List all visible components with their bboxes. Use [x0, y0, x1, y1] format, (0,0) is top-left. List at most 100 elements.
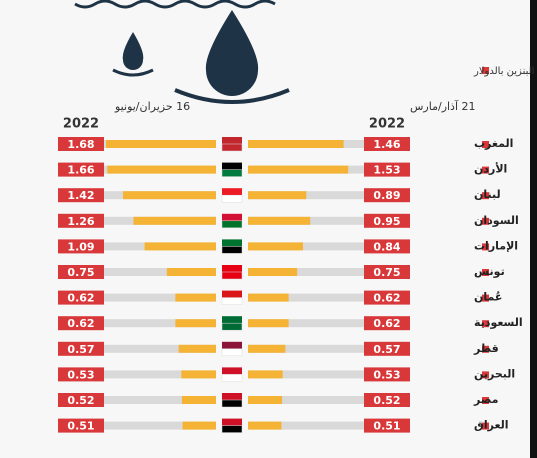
flag — [221, 425, 243, 433]
value-label: 0.53 — [67, 368, 94, 381]
track — [58, 344, 216, 353]
value-box — [364, 316, 410, 331]
flag — [221, 246, 243, 254]
flag — [222, 418, 242, 426]
value-label: 0.51 — [373, 420, 400, 433]
flag — [221, 348, 243, 357]
value-label: 0.95 — [373, 215, 400, 228]
value-label: 1.66 — [67, 164, 94, 177]
bar — [248, 293, 289, 302]
category-label: السودان — [474, 214, 519, 227]
value-box — [58, 137, 104, 151]
value-box — [58, 393, 104, 407]
bar — [181, 396, 216, 404]
track — [248, 396, 410, 404]
flag — [222, 290, 242, 298]
category-label: الأردن — [474, 162, 507, 176]
track — [248, 191, 410, 200]
bar — [175, 319, 216, 328]
flag — [221, 322, 243, 331]
series-year: 2022 — [63, 117, 99, 132]
value-box — [58, 316, 104, 331]
value-label: 0.52 — [67, 394, 94, 407]
waves — [74, 0, 276, 9]
value-label: 0.75 — [373, 266, 400, 279]
row-marker — [482, 294, 489, 302]
value-label: 0.62 — [373, 317, 400, 330]
category-label: تونس — [474, 265, 505, 278]
track — [248, 268, 410, 276]
value-box — [58, 265, 104, 279]
track — [58, 421, 216, 430]
row-marker — [482, 269, 489, 276]
row-marker — [482, 192, 489, 200]
bar — [248, 242, 303, 251]
flag — [221, 169, 243, 177]
bar — [175, 293, 216, 302]
value-label: 0.89 — [373, 189, 400, 202]
track — [248, 344, 410, 353]
bar — [248, 421, 282, 430]
flag — [222, 367, 242, 375]
value-box — [364, 239, 410, 254]
value-box — [364, 393, 410, 407]
category-label: العراق — [474, 419, 509, 432]
value-box — [364, 367, 410, 382]
row-marker — [482, 345, 489, 353]
flag — [222, 265, 242, 272]
flag — [221, 374, 243, 382]
track — [58, 396, 216, 404]
value-label: 1.09 — [67, 240, 94, 253]
row-marker — [482, 166, 489, 174]
row-marker — [482, 217, 489, 225]
value-box — [364, 162, 410, 177]
row-marker — [482, 141, 489, 148]
drops — [112, 10, 290, 104]
value-label: 1.68 — [67, 138, 94, 151]
value-box — [364, 418, 410, 433]
flag — [222, 239, 242, 247]
value-box — [58, 341, 104, 356]
value-label: 0.84 — [373, 240, 400, 253]
legend-label: سعر لتر البنزين بالدولار — [473, 66, 537, 77]
flag — [222, 188, 242, 196]
category-label: المغرب — [474, 137, 513, 150]
value-label: 0.53 — [373, 368, 400, 381]
category-label: عُمان — [474, 291, 502, 304]
bar — [123, 191, 216, 200]
value-label: 1.46 — [373, 138, 400, 151]
value-box — [364, 188, 410, 203]
track — [248, 421, 410, 430]
bar — [181, 370, 216, 379]
category-label: لبنان — [474, 188, 501, 201]
bar — [133, 216, 216, 225]
value-box — [364, 265, 410, 279]
track — [248, 216, 410, 225]
category-label: الإمارات — [474, 239, 518, 252]
row-marker — [482, 422, 489, 430]
bar — [144, 242, 216, 251]
value-label: 0.62 — [67, 292, 94, 305]
value-label: 0.57 — [373, 343, 400, 356]
value-label: 0.57 — [67, 343, 94, 356]
flag — [222, 341, 242, 349]
value-label: 0.75 — [67, 266, 94, 279]
value-box — [58, 162, 104, 177]
bar — [107, 165, 216, 174]
track — [248, 370, 410, 379]
value-box — [364, 341, 410, 356]
edge — [530, 0, 537, 458]
flag — [222, 213, 242, 221]
bar — [248, 319, 289, 328]
track — [58, 268, 216, 276]
flag — [221, 143, 243, 152]
bar — [106, 140, 216, 148]
category-label: البحرين — [474, 367, 515, 380]
flag — [221, 297, 243, 305]
value-label: 0.62 — [373, 292, 400, 305]
value-label: 0.52 — [373, 394, 400, 407]
value-label: 0.62 — [67, 317, 94, 330]
row-marker — [482, 243, 489, 251]
